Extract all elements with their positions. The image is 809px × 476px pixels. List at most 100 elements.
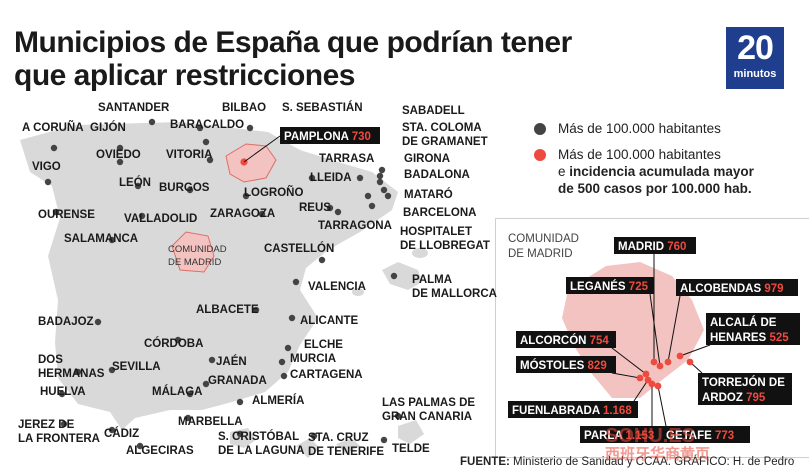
inset-label-box [698, 373, 792, 405]
inset-municipality-name: ARDOZ 795 [702, 392, 766, 404]
menorca-island [412, 248, 428, 258]
city-label: MARBELLA [178, 416, 243, 428]
inset-municipality-value: 773 [715, 430, 734, 442]
iberia-landmass [20, 122, 398, 430]
inset-municipality-value: 754 [590, 335, 610, 347]
city-label: REUS [299, 202, 331, 214]
city-label: CÓRDOBA [144, 337, 203, 350]
inset-municipality-name: TORREJÓN DE [702, 376, 785, 389]
city-label: S. CRISTÓBAL [218, 430, 299, 443]
city-label: STA. CRUZ [308, 432, 368, 444]
city-dot [116, 144, 124, 152]
city-dot [58, 390, 66, 398]
city-dot [52, 208, 60, 216]
city-label: STA. COLOMA [402, 122, 482, 134]
city-dot [292, 278, 300, 286]
inset-municipality-value: 829 [588, 360, 607, 372]
city-label: DE MALLORCA [412, 288, 497, 300]
canary-island-west [336, 438, 360, 454]
inset-label-box [508, 401, 638, 418]
inset-red-dot [656, 362, 664, 370]
inset-label-box [516, 331, 616, 348]
legend-incidence-line-1: Más de 100.000 habitantes [558, 147, 721, 162]
mallorca-island [382, 262, 422, 290]
city-dot [288, 314, 296, 322]
city-dot [380, 186, 388, 194]
source-label: FUENTE: [460, 456, 510, 468]
gran-canaria-island [398, 420, 424, 444]
red-dot-icon [534, 149, 546, 161]
watermark: SOHU.ES 西班牙华商黄页 [605, 426, 710, 464]
city-label: VALLADOLID [124, 213, 197, 225]
city-label: TELDE [392, 443, 430, 455]
region-label: COMUNIDAD [168, 244, 227, 255]
logo-number: 20 [737, 29, 774, 67]
city-label: OVIEDO [96, 149, 141, 161]
pamplona-leader [243, 135, 281, 163]
city-label: CASTELLÓN [264, 242, 334, 255]
city-dot [252, 306, 260, 314]
legend-large-label: Más de 100.000 habitantes [558, 121, 721, 136]
inset-red-dot [650, 358, 658, 366]
pamplona-value: 730 [352, 131, 371, 143]
city-dot [318, 256, 326, 264]
city-dot [384, 192, 392, 200]
city-label: LOGROÑO [244, 186, 303, 199]
city-dot [108, 426, 116, 434]
brand-logo: 20 minutos [726, 27, 784, 89]
city-label: LLEIDA [310, 172, 352, 184]
inset-municipality-value: 795 [746, 392, 766, 404]
legend-incidence-line-3: de 500 casos por 100.000 hab. [558, 180, 804, 197]
inset-municipality-name: ALCALÁ DE [710, 316, 777, 329]
city-dot [134, 182, 142, 190]
legend-large-cities: Más de 100.000 habitantes [534, 120, 804, 137]
city-label: ALGECIRAS [126, 445, 194, 457]
inset-municipality-name: PARLA 1.153 [584, 430, 654, 442]
city-label: ZARAGOZA [210, 208, 275, 220]
region-label: DE MADRID [168, 257, 221, 268]
city-label: DE LLOBREGAT [400, 240, 490, 252]
city-dot [174, 336, 182, 344]
city-label: JAÉN [216, 355, 247, 368]
city-dot [116, 158, 124, 166]
inset-label-box [580, 426, 662, 443]
grey-dot-icon [534, 123, 546, 135]
legend-incidence-bold-1: incidencia acumulada mayor [569, 164, 754, 179]
city-label: TARRASA [319, 153, 374, 165]
city-label: MURCIA [290, 353, 336, 365]
inset-red-dot [664, 358, 672, 366]
city-label: DE TENERIFE [308, 446, 384, 458]
inset-title-line-2: DE MADRID [508, 248, 573, 260]
city-label: CÁDIZ [104, 427, 139, 440]
city-dot [236, 398, 244, 406]
legend-incidence-bold-2: de 500 casos por 100.000 hab. [558, 181, 752, 196]
city-label: BADALONA [404, 169, 470, 181]
city-dot [368, 202, 376, 210]
city-dot [380, 436, 388, 444]
inset-municipality-value: 1.168 [603, 405, 632, 417]
city-label: MÁLAGA [152, 385, 202, 398]
inset-municipality-name: GETAFE 773 [666, 430, 734, 442]
city-label: ELCHE [304, 339, 343, 351]
inset-municipality-value: 725 [629, 281, 649, 293]
inset-leader [657, 385, 667, 427]
city-dot [390, 272, 398, 280]
city-label: ALICANTE [300, 315, 358, 327]
city-label: BADAJOZ [38, 316, 94, 328]
city-dot [364, 192, 372, 200]
city-label: HOSPITALET [400, 226, 472, 238]
inset-title: COMUNIDAD DE MADRID [508, 232, 598, 262]
city-label: VALENCIA [308, 281, 366, 293]
city-label: SANTANDER [98, 102, 170, 114]
city-dot [94, 318, 102, 326]
inset-label-box [614, 237, 696, 254]
inset-red-dot [648, 380, 656, 388]
inset-label-box [516, 356, 616, 373]
inset-municipality-value: 760 [667, 241, 686, 253]
city-dot [376, 178, 384, 186]
inset-leader [611, 372, 641, 379]
page-title: Municipios de España que podrían tener q… [14, 26, 572, 92]
city-label: DE LA LAGUNA [218, 445, 304, 457]
inset-label-box [566, 277, 654, 294]
